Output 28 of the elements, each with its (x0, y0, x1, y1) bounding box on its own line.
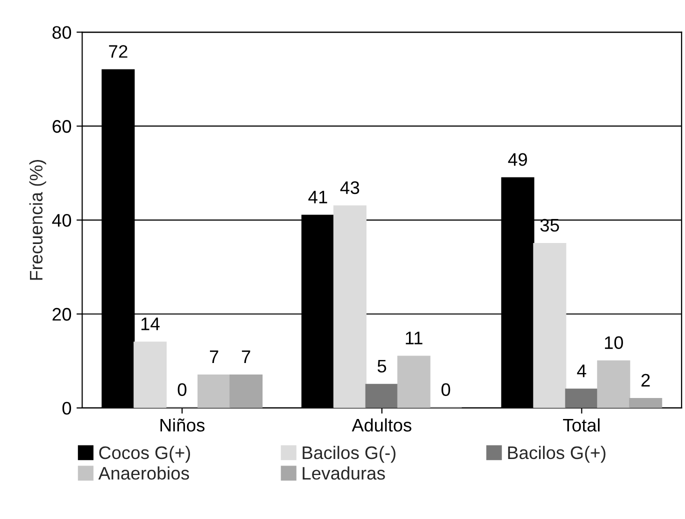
legend-label: Anaerobios (98, 466, 190, 480)
legend-label: Levaduras (302, 466, 385, 480)
data-label: 4 (577, 364, 586, 378)
data-label: 14 (141, 318, 160, 330)
data-label: 43 (340, 181, 360, 194)
data-label: 0 (178, 383, 186, 396)
data-label: 0 (442, 383, 450, 396)
data-label: 72 (109, 45, 128, 58)
data-label: 41 (308, 190, 328, 204)
y-tick-label: 20 (52, 308, 72, 321)
y-axis-title: Frecuencia (%) (29, 160, 46, 280)
legend-label: Bacilos G(+) (508, 446, 606, 463)
data-label: 2 (642, 374, 650, 386)
legend-label: Cocos G(+) (99, 446, 190, 463)
y-tick-label: 40 (52, 214, 72, 227)
x-tick-label: Adultos (352, 418, 412, 432)
y-tick-label: 80 (52, 26, 72, 39)
data-label: 5 (378, 360, 386, 373)
data-label: 7 (210, 350, 218, 363)
data-label: 11 (406, 332, 422, 344)
data-label: 7 (242, 350, 250, 363)
data-label: 10 (604, 336, 623, 350)
y-tick-label: 0 (62, 402, 72, 415)
y-tick-label: 60 (52, 120, 72, 133)
x-tick-label: Niños (160, 418, 205, 432)
x-tick-label: Total (563, 418, 600, 432)
data-label: 49 (508, 153, 527, 166)
legend-label: Bacilos G(-) (302, 446, 396, 463)
